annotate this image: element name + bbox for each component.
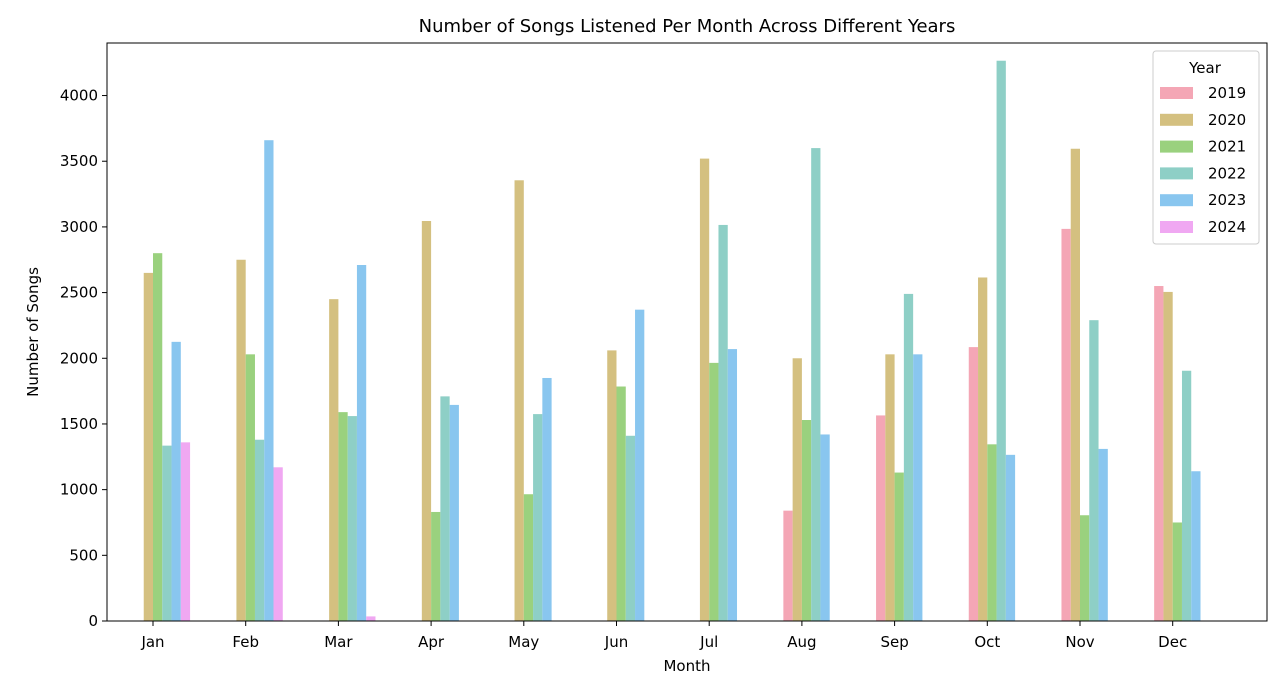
bar-2019-oct bbox=[968, 347, 979, 621]
bar-2022-oct bbox=[996, 60, 1006, 622]
bar-2022-jun bbox=[625, 435, 636, 621]
legend-swatch-2022 bbox=[1160, 167, 1193, 180]
y-tick-label: 2000 bbox=[60, 349, 98, 367]
x-tick-label-jan: Jan bbox=[140, 633, 164, 651]
bar-2021-aug bbox=[801, 420, 812, 621]
bar-2020-nov bbox=[1070, 148, 1080, 621]
legend-label-2023: 2023 bbox=[1208, 191, 1246, 209]
bar-2021-feb bbox=[245, 354, 255, 621]
bar-2021-nov bbox=[1080, 515, 1090, 621]
x-tick-label-jun: Jun bbox=[604, 633, 628, 651]
y-tick-label: 0 bbox=[88, 612, 98, 630]
bar-2023-jul bbox=[727, 349, 738, 621]
x-tick-label-feb: Feb bbox=[232, 633, 259, 651]
y-axis-title: Number of Songs bbox=[24, 267, 42, 397]
bar-2023-aug bbox=[820, 434, 830, 621]
bar-2019-aug bbox=[783, 510, 793, 621]
legend-title: Year bbox=[1188, 59, 1222, 77]
bar-2021-jan bbox=[153, 253, 163, 621]
x-tick-label-may: May bbox=[508, 633, 539, 651]
bar-2023-may bbox=[542, 377, 552, 621]
bar-2020-feb bbox=[236, 259, 246, 621]
bar-2020-dec bbox=[1163, 291, 1173, 621]
x-axis-title: Month bbox=[663, 657, 710, 675]
bar-2023-jun bbox=[635, 309, 645, 621]
bar-2020-jun bbox=[607, 350, 617, 621]
y-tick-label: 4000 bbox=[60, 87, 98, 105]
bar-2023-jan bbox=[171, 341, 181, 621]
bar-2022-dec bbox=[1181, 370, 1192, 621]
y-axis: 0 500 1000 1500 2000 2500 3000 3500 4000 bbox=[60, 87, 107, 630]
legend-swatch-2020 bbox=[1160, 113, 1193, 126]
bar-2020-jan bbox=[143, 272, 153, 621]
bar-2022-may bbox=[533, 414, 543, 621]
bar-2023-oct bbox=[1005, 454, 1016, 621]
chart-title: Number of Songs Listened Per Month Acros… bbox=[419, 16, 956, 37]
legend-swatch-2021 bbox=[1160, 140, 1193, 153]
bar-2021-jun bbox=[616, 386, 626, 621]
bar-2021-dec bbox=[1172, 522, 1182, 621]
bar-2020-mar bbox=[329, 299, 339, 621]
bar-2019-sep bbox=[876, 415, 886, 621]
bar-2020-aug bbox=[792, 358, 802, 621]
bar-2020-may bbox=[514, 180, 524, 621]
x-axis: Jan Feb Mar Apr May Jun Jul Aug Sep Oct Nov Dec bbox=[140, 621, 1187, 651]
bar-2022-nov bbox=[1089, 320, 1099, 621]
plot-frame bbox=[106, 42, 1268, 622]
legend-label-2021: 2021 bbox=[1208, 138, 1246, 156]
bar-2024-jan bbox=[180, 442, 191, 621]
legend-swatch-2024 bbox=[1160, 221, 1193, 233]
bar-2022-jan bbox=[162, 445, 172, 621]
bar-2023-dec bbox=[1191, 471, 1201, 621]
y-tick-label: 3500 bbox=[60, 152, 98, 170]
bar-2019-dec bbox=[1154, 286, 1164, 621]
bar-2021-oct bbox=[987, 444, 997, 621]
bar-2021-jul bbox=[709, 362, 719, 621]
bar-2023-sep bbox=[913, 354, 923, 621]
bar-2023-nov bbox=[1098, 448, 1108, 621]
x-tick-label-aug: Aug bbox=[787, 633, 816, 651]
bar-2024-feb bbox=[273, 467, 283, 621]
bar-2022-mar bbox=[347, 416, 357, 621]
bar-2021-sep bbox=[894, 472, 904, 621]
bars-layer bbox=[143, 60, 1201, 622]
bar-2022-apr bbox=[440, 396, 450, 621]
bar-2022-aug bbox=[811, 148, 821, 621]
x-tick-label-mar: Mar bbox=[324, 633, 353, 651]
bar-2022-feb bbox=[254, 439, 265, 621]
x-tick-label-sep: Sep bbox=[880, 633, 908, 651]
x-tick-label-oct: Oct bbox=[974, 633, 1000, 651]
bar-2024-mar bbox=[366, 616, 376, 621]
x-tick-label-apr: Apr bbox=[418, 633, 445, 651]
legend: Year 2019 2020 2021 2022 2023 2024 bbox=[1152, 50, 1260, 245]
bar-2022-jul bbox=[718, 224, 728, 621]
bar-2023-apr bbox=[449, 404, 459, 621]
y-tick-label: 1000 bbox=[60, 481, 98, 499]
bar-2021-may bbox=[523, 494, 534, 621]
x-tick-label-jul: Jul bbox=[699, 633, 718, 651]
legend-swatch-2023 bbox=[1160, 194, 1193, 207]
bar-2020-oct bbox=[978, 277, 988, 621]
y-tick-label: 2500 bbox=[60, 284, 98, 302]
legend-swatch-2019 bbox=[1160, 87, 1193, 99]
legend-label-2019: 2019 bbox=[1208, 84, 1246, 102]
bar-2020-jul bbox=[699, 158, 710, 621]
legend-label-2024: 2024 bbox=[1208, 218, 1246, 236]
x-tick-label-dec: Dec bbox=[1158, 633, 1187, 651]
bar-2020-apr bbox=[421, 221, 432, 621]
bar-2020-sep bbox=[885, 354, 895, 621]
x-tick-label-nov: Nov bbox=[1065, 633, 1094, 651]
y-tick-label: 1500 bbox=[60, 415, 98, 433]
bar-2019-nov bbox=[1061, 228, 1071, 621]
legend-label-2022: 2022 bbox=[1208, 164, 1246, 182]
bar-2021-apr bbox=[431, 511, 441, 621]
bar-2021-mar bbox=[338, 412, 348, 621]
y-tick-label: 500 bbox=[69, 546, 98, 564]
bar-2023-mar bbox=[356, 265, 367, 621]
bar-2022-sep bbox=[903, 293, 914, 621]
bar-2023-feb bbox=[264, 140, 274, 621]
y-tick-label: 3000 bbox=[60, 218, 98, 236]
legend-label-2020: 2020 bbox=[1208, 111, 1246, 129]
